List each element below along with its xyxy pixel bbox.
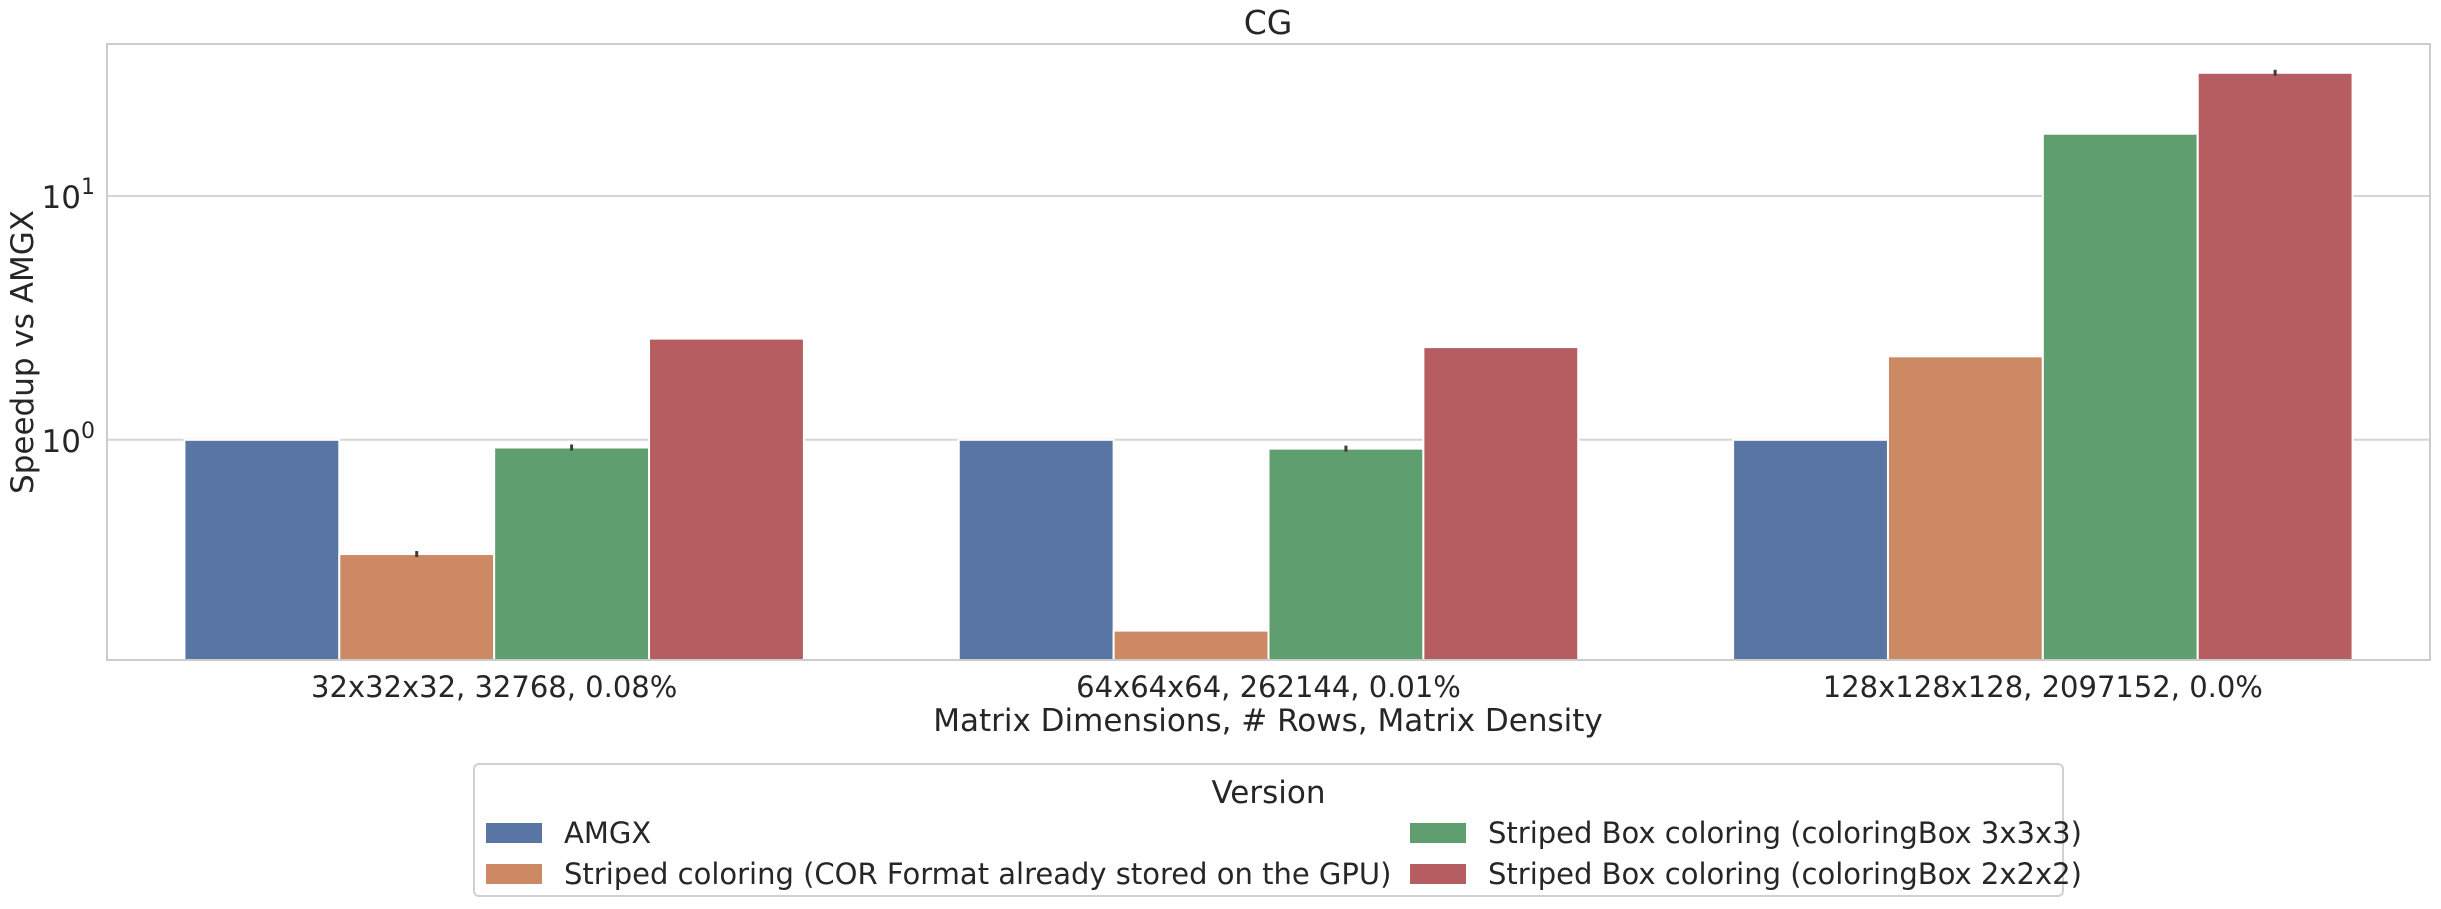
bar-striped-box-coloring-coloringbox-3x3x3-0 — [493, 446, 651, 661]
bar-amgx-1 — [957, 438, 1115, 662]
x-tick-label-2: 128x128x128, 2097152, 0.0% — [1823, 670, 2263, 704]
bar-striped-coloring-cor-format-already-stor-1 — [1112, 629, 1270, 662]
y-tick-label-0: 100 — [42, 419, 95, 460]
legend: Version AMGX Striped coloring (COR Forma… — [473, 763, 2082, 897]
bar-striped-box-coloring-coloringbox-2x2x2-0 — [648, 337, 805, 661]
x-tick-labels: 32x32x32, 32768, 0.08% 64x64x64, 262144, … — [311, 670, 2263, 704]
y-axis-label: Speedup vs AMGX — [5, 210, 41, 494]
chart-title: CG — [1244, 3, 1293, 42]
legend-item-striped-coloring: Striped coloring (COR Format already sto… — [486, 854, 1391, 894]
bars — [183, 71, 2354, 662]
legend-item-box-3x3x3: Striped Box coloring (coloringBox 3x3x3) — [1410, 813, 2082, 853]
legend-label-box-3x3x3: Striped Box coloring (coloringBox 3x3x3) — [1488, 816, 2082, 850]
bar-amgx-0 — [183, 438, 341, 662]
legend-swatch-amgx — [486, 823, 542, 843]
legend-title: Version — [1211, 775, 1326, 811]
plot-frame — [106, 43, 2431, 661]
bar-striped-coloring-cor-format-already-stor-2 — [1886, 355, 2044, 661]
legend-item-box-2x2x2: Striped Box coloring (coloringBox 2x2x2) — [1410, 854, 2082, 894]
legend-label-striped-coloring: Striped coloring (COR Format already sto… — [564, 857, 1392, 891]
legend-label-box-2x2x2: Striped Box coloring (coloringBox 2x2x2) — [1488, 857, 2082, 891]
legend-swatch-box-3x3x3 — [1410, 823, 1466, 843]
y-tick-label-1: 101 — [42, 175, 95, 216]
bar-striped-box-coloring-coloringbox-3x3x3-1 — [1267, 447, 1425, 661]
legend-item-amgx: AMGX — [486, 813, 651, 853]
y-tick-labels: 100 101 — [42, 175, 95, 460]
x-axis-label: Matrix Dimensions, # Rows, Matrix Densit… — [933, 703, 1603, 739]
legend-swatch-striped-coloring — [486, 864, 542, 884]
x-tick-label-1: 64x64x64, 262144, 0.01% — [1076, 670, 1461, 704]
bar-striped-box-coloring-coloringbox-3x3x3-2 — [2041, 132, 2199, 661]
legend-swatch-box-2x2x2 — [1410, 864, 1466, 884]
x-tick-label-0: 32x32x32, 32768, 0.08% — [311, 670, 677, 704]
error-bars — [415, 69, 2277, 558]
bar-striped-box-coloring-coloringbox-2x2x2-2 — [2196, 71, 2354, 662]
bar-amgx-2 — [1732, 438, 1889, 662]
bar-striped-coloring-cor-format-already-stor-0 — [338, 553, 496, 661]
bar-striped-box-coloring-coloringbox-2x2x2-1 — [1422, 346, 1580, 661]
legend-label-amgx: AMGX — [564, 816, 652, 850]
